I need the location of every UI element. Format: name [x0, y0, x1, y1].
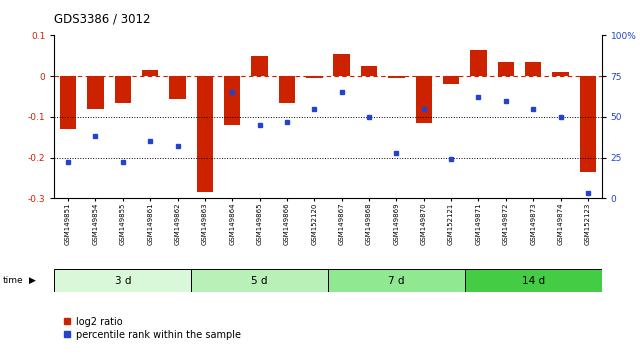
Text: GDS3386 / 3012: GDS3386 / 3012 — [54, 12, 151, 25]
Bar — [196, 76, 213, 192]
Text: time: time — [3, 276, 24, 285]
Text: 14 d: 14 d — [522, 275, 545, 286]
Text: 7 d: 7 d — [388, 275, 404, 286]
Bar — [224, 76, 241, 125]
Bar — [87, 76, 104, 109]
Bar — [279, 76, 295, 103]
Bar — [361, 66, 377, 76]
Bar — [142, 70, 158, 76]
Bar — [443, 76, 460, 84]
Bar — [252, 56, 268, 76]
Bar — [328, 269, 465, 292]
Bar — [415, 76, 432, 123]
Bar — [115, 76, 131, 103]
Bar — [552, 72, 569, 76]
Bar — [470, 50, 486, 76]
Bar — [580, 76, 596, 172]
Bar — [465, 269, 602, 292]
Bar — [54, 269, 191, 292]
Bar — [191, 269, 328, 292]
Bar — [60, 76, 76, 129]
Bar — [525, 62, 541, 76]
Text: 5 d: 5 d — [252, 275, 268, 286]
Bar — [333, 54, 350, 76]
Legend: log2 ratio, percentile rank within the sample: log2 ratio, percentile rank within the s… — [60, 313, 244, 343]
Bar — [306, 76, 323, 78]
Bar — [170, 76, 186, 98]
Text: 3 d: 3 d — [115, 275, 131, 286]
Text: ▶: ▶ — [29, 276, 36, 285]
Bar — [388, 76, 404, 78]
Bar — [498, 62, 514, 76]
